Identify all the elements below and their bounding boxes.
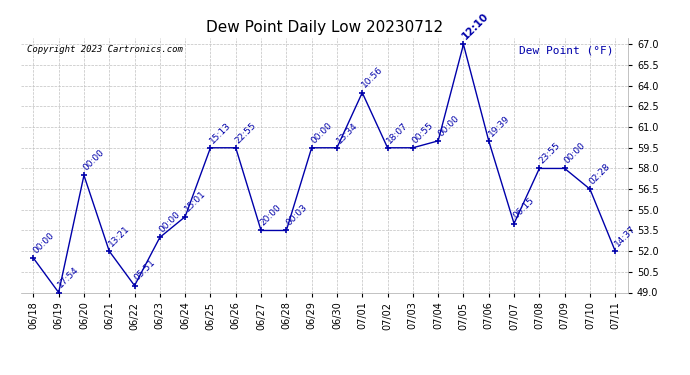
- Text: 15:01: 15:01: [183, 189, 208, 214]
- Text: 00:00: 00:00: [157, 210, 182, 235]
- Text: 00:03: 00:03: [284, 203, 309, 228]
- Text: 02:28: 02:28: [588, 162, 612, 186]
- Text: 23:55: 23:55: [537, 141, 562, 166]
- Text: 06:15: 06:15: [512, 196, 537, 221]
- Text: 13:34: 13:34: [335, 120, 359, 145]
- Text: 00:00: 00:00: [31, 231, 56, 255]
- Text: 22:55: 22:55: [233, 120, 258, 145]
- Text: 00:00: 00:00: [436, 114, 461, 138]
- Text: 19:39: 19:39: [486, 114, 511, 138]
- Text: 20:00: 20:00: [259, 203, 284, 228]
- Text: Copyright 2023 Cartronics.com: Copyright 2023 Cartronics.com: [27, 45, 183, 54]
- Text: 14:37: 14:37: [613, 224, 638, 248]
- Text: 17:54: 17:54: [57, 265, 81, 290]
- Text: 13:21: 13:21: [107, 224, 132, 248]
- Text: 12:10: 12:10: [460, 11, 491, 42]
- Text: 00:55: 00:55: [411, 120, 435, 145]
- Text: Dew Point (°F): Dew Point (°F): [519, 45, 613, 55]
- Text: 00:00: 00:00: [81, 148, 106, 172]
- Text: 00:00: 00:00: [562, 141, 587, 166]
- Title: Dew Point Daily Low 20230712: Dew Point Daily Low 20230712: [206, 20, 443, 35]
- Text: 18:07: 18:07: [385, 120, 410, 145]
- Text: 05:51: 05:51: [132, 258, 157, 283]
- Text: 10:56: 10:56: [360, 65, 385, 90]
- Text: 15:13: 15:13: [208, 120, 233, 145]
- Text: 00:00: 00:00: [309, 120, 334, 145]
